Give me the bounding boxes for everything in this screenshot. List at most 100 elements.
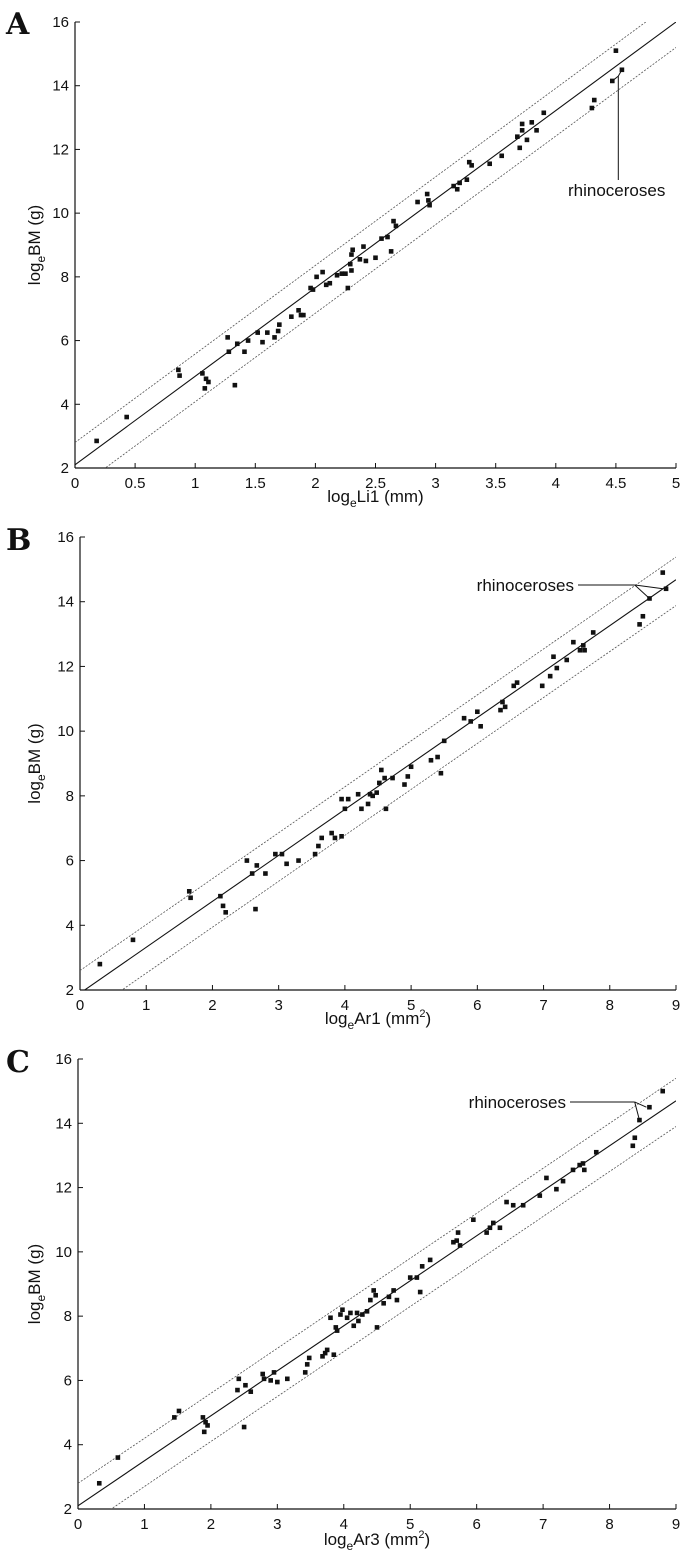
data-point xyxy=(402,782,407,787)
data-point xyxy=(272,335,277,340)
data-point xyxy=(342,806,348,812)
data-point xyxy=(519,128,525,133)
upper-confidence-line xyxy=(75,22,647,443)
data-point xyxy=(529,120,535,125)
x-axis-label: logeLi1 (mm) xyxy=(327,487,423,510)
data-point xyxy=(490,1220,496,1226)
y-tick-label: 10 xyxy=(55,1244,72,1261)
data-point xyxy=(130,937,136,943)
data-point xyxy=(451,1239,456,1245)
data-point xyxy=(471,1217,476,1223)
x-tick-label: 4 xyxy=(341,997,349,1014)
data-point xyxy=(374,1325,380,1330)
data-point xyxy=(263,871,268,876)
y-tick-label: 8 xyxy=(61,269,69,286)
data-point xyxy=(541,110,547,116)
data-point xyxy=(249,871,255,876)
data-point xyxy=(124,414,129,420)
data-point xyxy=(172,1415,177,1420)
data-point xyxy=(660,1088,666,1094)
data-point xyxy=(360,1312,365,1317)
data-point xyxy=(277,322,282,327)
data-point xyxy=(377,780,382,786)
y-tick-label: 6 xyxy=(64,1372,72,1389)
x-tick-label: 9 xyxy=(672,1516,680,1533)
x-tick-label: 5 xyxy=(672,475,680,492)
y-tick-label: 2 xyxy=(61,460,69,477)
x-axis-label: logeAr1 (mm2) xyxy=(325,1008,431,1032)
data-point xyxy=(306,1355,312,1361)
data-point xyxy=(177,373,182,378)
upper-confidence-line xyxy=(78,1077,676,1484)
data-point xyxy=(424,191,430,197)
data-point xyxy=(554,665,560,671)
data-point xyxy=(94,438,99,444)
y-tick-label: 16 xyxy=(55,1051,72,1068)
data-point xyxy=(582,647,587,653)
data-point xyxy=(314,274,319,280)
lower-confidence-line xyxy=(104,47,676,468)
data-point xyxy=(242,349,247,355)
data-point xyxy=(454,186,460,192)
data-point xyxy=(554,1186,559,1192)
data-point xyxy=(354,1310,360,1316)
data-point xyxy=(245,338,251,343)
data-point xyxy=(97,961,103,967)
data-point xyxy=(386,1294,392,1300)
data-point xyxy=(478,723,483,729)
y-tick-label: 4 xyxy=(64,1437,72,1454)
annotation-leader xyxy=(617,69,623,77)
data-point xyxy=(466,159,472,165)
data-point xyxy=(632,1135,638,1141)
data-point xyxy=(385,234,390,240)
data-point xyxy=(218,893,223,899)
data-point xyxy=(504,1199,509,1205)
data-point xyxy=(261,1376,267,1382)
x-tick-label: 2 xyxy=(208,997,216,1014)
rhinoceroses-annotation: rhinoceroses xyxy=(477,576,574,595)
data-point xyxy=(225,335,230,340)
x-tick-label: 1 xyxy=(191,475,199,492)
data-point xyxy=(640,613,646,619)
data-point xyxy=(534,128,539,133)
x-tick-label: 0 xyxy=(71,475,79,492)
data-point xyxy=(220,903,226,909)
data-point xyxy=(407,1275,413,1280)
data-point xyxy=(520,1202,526,1208)
lower-confidence-line xyxy=(121,605,676,990)
data-point xyxy=(500,699,505,705)
x-tick-label: 2.5 xyxy=(365,475,386,492)
data-point xyxy=(547,673,553,679)
panel-a: A 0 0.5 1 1.5 2 2.5 3 3.5 4 4.5 5 2 4 6 8 10 12 14 16 logeLi… xyxy=(5,7,680,510)
x-tick-label: 6 xyxy=(472,1516,480,1533)
data-point xyxy=(497,1225,503,1231)
x-tick-label: 2 xyxy=(207,1516,215,1533)
data-point xyxy=(327,280,333,286)
x-tick-label: 7 xyxy=(539,1516,547,1533)
x-tick-label: 2 xyxy=(311,475,319,492)
data-point xyxy=(510,1202,516,1208)
data-point xyxy=(560,1178,566,1184)
data-point xyxy=(368,1297,373,1303)
data-point xyxy=(414,1275,420,1280)
y-tick-label: 14 xyxy=(57,594,74,611)
data-point xyxy=(457,180,462,186)
data-point xyxy=(176,1408,182,1414)
data-point xyxy=(254,863,260,868)
regression-line xyxy=(83,579,676,990)
data-point xyxy=(383,806,389,812)
data-point xyxy=(265,330,270,335)
data-point xyxy=(333,1325,339,1330)
data-point xyxy=(96,1480,102,1486)
data-point xyxy=(417,1289,423,1295)
data-point xyxy=(551,654,556,660)
data-point xyxy=(468,719,474,724)
regression-line xyxy=(75,22,676,466)
data-point xyxy=(345,285,351,291)
data-point xyxy=(438,770,444,776)
data-point xyxy=(203,1419,208,1425)
data-point xyxy=(298,312,304,318)
x-tick-label: 8 xyxy=(606,997,614,1014)
x-tick-label: 3 xyxy=(431,475,439,492)
y-tick-label: 6 xyxy=(66,853,74,870)
